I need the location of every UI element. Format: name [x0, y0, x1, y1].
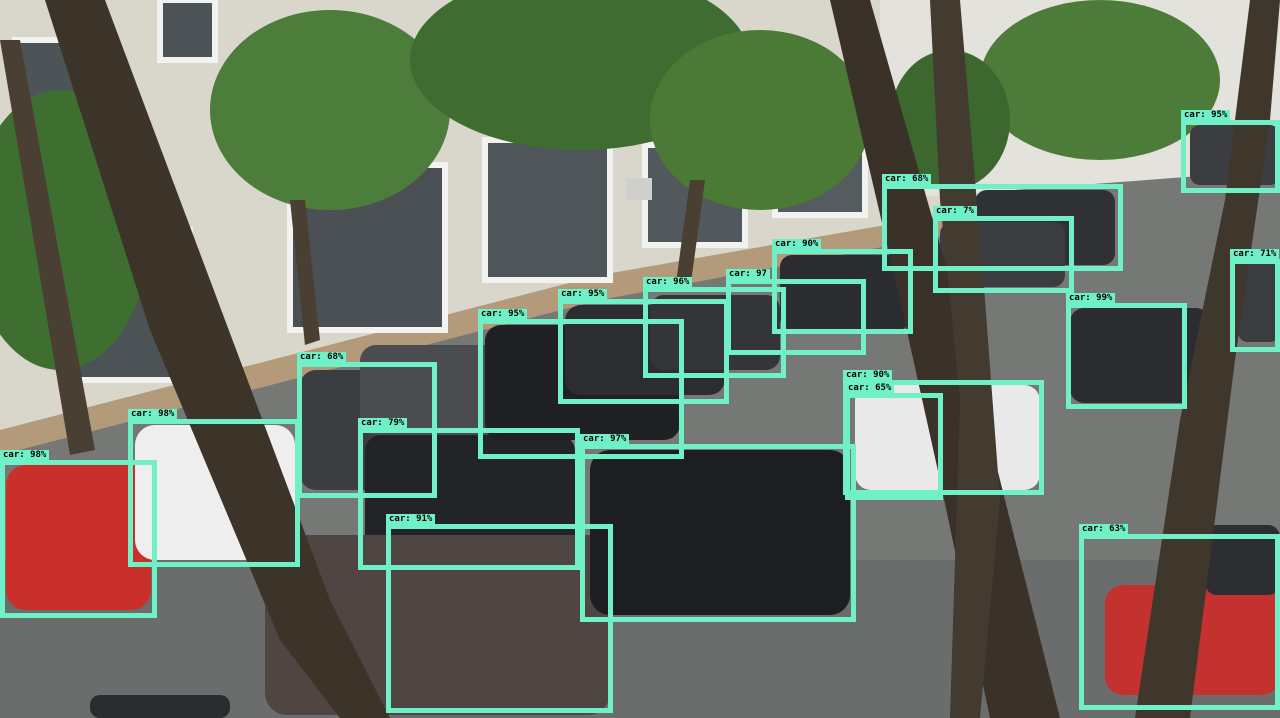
detection-label: car: 91% — [386, 514, 436, 525]
detection-label: car: 68% — [882, 174, 932, 185]
car-detection-box: car: 90% — [772, 239, 913, 334]
detection-label: car: 97% — [580, 434, 630, 445]
detection-label: car: 79% — [358, 418, 408, 429]
car-detection-box: car: 99% — [1066, 293, 1187, 409]
car-detection-box: car: 98% — [128, 409, 300, 567]
car-detection-box: car: 71% — [1230, 249, 1280, 352]
car-detection-box: car: 68% — [882, 174, 1123, 271]
detection-label: car: 71% — [1230, 249, 1280, 260]
car-detection-box: car: 65% — [845, 383, 943, 500]
car-detection-box: car: 7% — [933, 206, 1074, 293]
detection-label: car: 95% — [478, 309, 528, 320]
detection-label: car: 7% — [933, 206, 977, 217]
car-detection-box: car: 95% — [1181, 110, 1280, 193]
detection-label: car: 90% — [843, 370, 893, 381]
detection-label: car: 68% — [297, 352, 347, 363]
detection-label: car: 98% — [0, 450, 50, 461]
detection-label: car: 98% — [128, 409, 178, 420]
detection-label: car: 97 — [726, 269, 770, 280]
car-detection-box: car: 98% — [0, 450, 157, 618]
detection-label: car: 65% — [845, 383, 895, 394]
detection-label: car: 63% — [1079, 524, 1129, 535]
car-detection-box: car: 91% — [386, 514, 613, 713]
detection-label: car: 96% — [643, 277, 693, 288]
car-detection-box: car: 79% — [358, 418, 580, 570]
car-detection-box: car: 63% — [1079, 524, 1280, 710]
car-detection-box: car: 97% — [580, 434, 856, 622]
detection-label: car: 95% — [558, 289, 608, 300]
detection-label: car: 95% — [1181, 110, 1231, 121]
car-detection-box: car: 97 — [726, 269, 866, 355]
detection-label: car: 99% — [1066, 293, 1116, 304]
detection-label: car: 90% — [772, 239, 822, 250]
